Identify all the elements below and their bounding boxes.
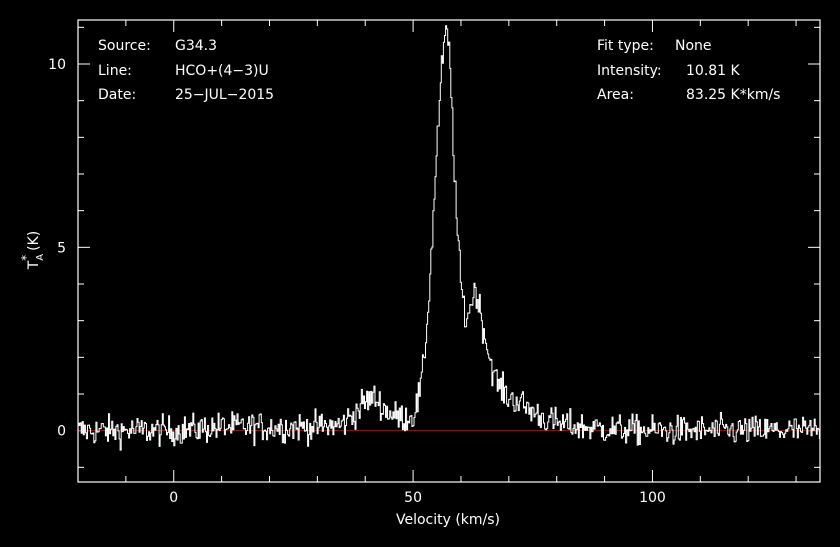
intensity-label: Intensity: <box>597 63 662 79</box>
y-axis-label-star: * <box>19 255 33 261</box>
axis-ticks <box>78 20 820 482</box>
date-value: 25−JUL−2015 <box>175 87 274 103</box>
area-label: Area: <box>597 87 634 103</box>
plot-frame <box>77 19 821 483</box>
x-tick-label: 100 <box>639 490 666 506</box>
x-axis-label: Velocity (km/s) <box>396 512 500 528</box>
spectrum-series-line <box>78 25 820 451</box>
x-tick-label: 0 <box>169 490 178 506</box>
source-value: G34.3 <box>175 38 217 54</box>
y-axis-label-unit: (K) <box>26 231 42 251</box>
y-tick-label: 0 <box>57 424 66 440</box>
source-label: Source: <box>98 38 151 54</box>
intensity-value: 10.81 K <box>686 63 741 79</box>
date-label: Date: <box>98 87 136 103</box>
fit-type-label: Fit type: <box>597 38 654 54</box>
line-label: Line: <box>98 63 132 79</box>
y-axis-label-main: T <box>26 260 42 270</box>
fit-type-value: None <box>675 38 712 54</box>
y-axis-label-sub: A <box>35 254 46 261</box>
x-tick-label: 50 <box>404 490 422 506</box>
y-tick-label: 5 <box>57 240 66 256</box>
y-tick-label: 10 <box>48 57 66 73</box>
y-axis-label: TA* (K) <box>19 231 46 271</box>
tick-labels: 0 50 100 0 5 10 <box>48 57 666 506</box>
line-value: HCO+(4−3)U <box>175 63 269 79</box>
svg-text:TA*(K): TA* (K) <box>19 231 46 271</box>
area-value: 83.25 K*km/s <box>686 87 780 103</box>
